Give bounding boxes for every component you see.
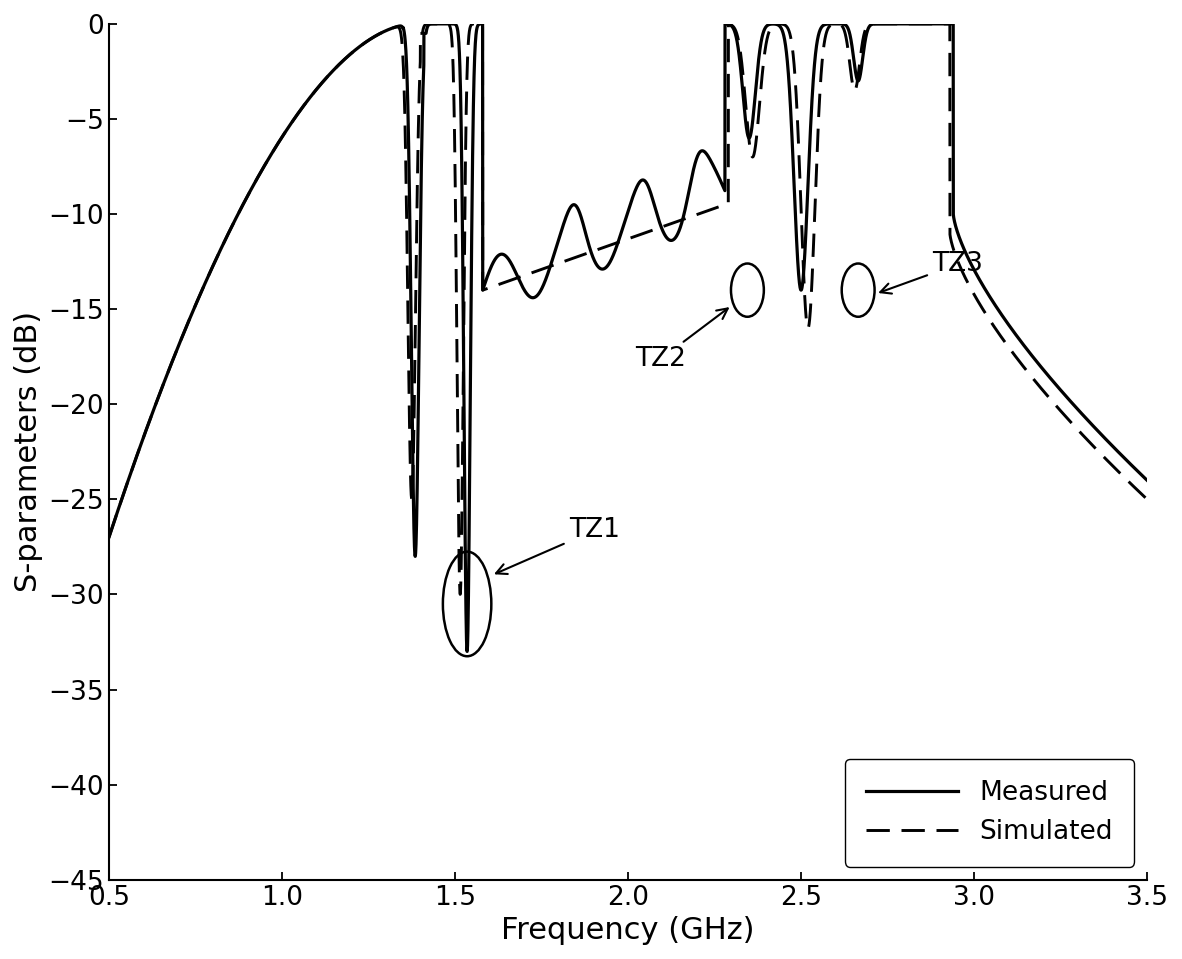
- Measured: [927, 18, 941, 30]
- Line: Simulated: Simulated: [109, 24, 1147, 595]
- Measured: [478, 278, 492, 290]
- Simulated: [1139, 494, 1154, 505]
- Text: TZ3: TZ3: [881, 251, 983, 293]
- X-axis label: Frequency (GHz): Frequency (GHz): [501, 916, 755, 946]
- Simulated: [871, 18, 885, 30]
- Measured: [761, 19, 775, 31]
- Measured: [871, 18, 885, 30]
- Measured: [1139, 475, 1154, 486]
- Text: TZ1: TZ1: [496, 517, 621, 574]
- Measured: [716, 181, 730, 193]
- Measured: [460, 645, 474, 657]
- Simulated: [943, 18, 957, 30]
- Legend: Measured, Simulated: Measured, Simulated: [845, 760, 1134, 867]
- Text: TZ2: TZ2: [635, 309, 728, 372]
- Simulated: [761, 27, 775, 38]
- Simulated: [478, 284, 492, 295]
- Measured: [102, 531, 116, 543]
- Simulated: [102, 531, 116, 543]
- Measured: [154, 385, 168, 396]
- Simulated: [453, 589, 467, 600]
- Simulated: [716, 199, 730, 211]
- Line: Measured: Measured: [109, 24, 1147, 651]
- Simulated: [927, 18, 941, 30]
- Y-axis label: S-parameters (dB): S-parameters (dB): [14, 312, 43, 593]
- Measured: [946, 18, 960, 30]
- Simulated: [154, 385, 168, 396]
